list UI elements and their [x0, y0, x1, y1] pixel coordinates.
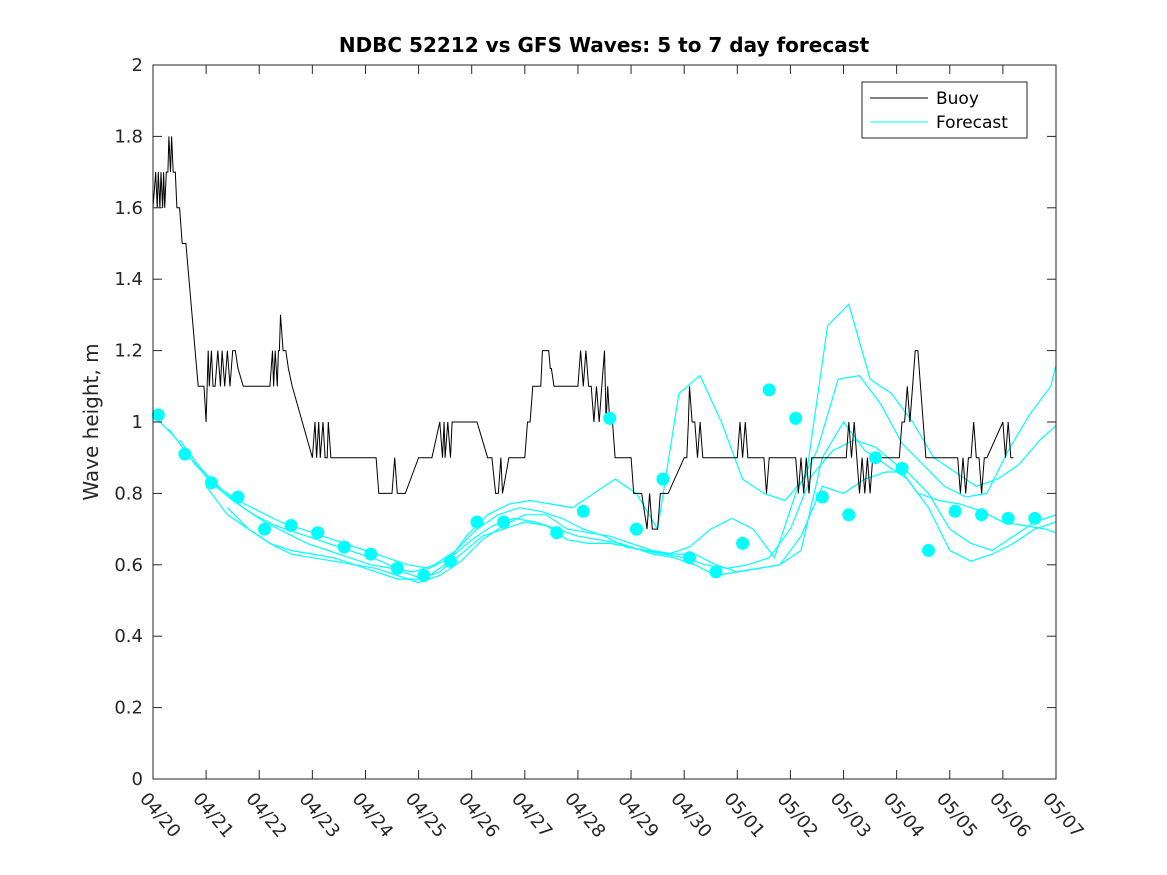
forecast-point: [390, 561, 404, 575]
forecast-point: [762, 383, 776, 397]
forecast-point: [231, 490, 245, 504]
y-tick-label: 0.4: [114, 626, 143, 647]
y-tick-label: 1.2: [114, 341, 143, 362]
forecast-point: [895, 461, 909, 475]
chart-title: NDBC 52212 vs GFS Waves: 5 to 7 day fore…: [339, 33, 870, 57]
forecast-point: [922, 544, 935, 557]
forecast-point: [576, 504, 590, 518]
forecast-point: [497, 515, 511, 529]
y-tick-label: 0.2: [114, 698, 143, 719]
y-axis-ticks: 0 0.2 0.4 0.6 0.8 1 1.2 1.4 1.6 1.8 2: [114, 55, 1056, 790]
y-tick-label: 1.6: [114, 198, 143, 219]
forecast-lines: [152, 303, 1057, 584]
forecast-point: [948, 504, 962, 518]
forecast-point: [444, 554, 457, 568]
forecast-line-series-5: [205, 471, 1057, 580]
y-tick-label: 0: [132, 769, 143, 790]
forecast-point: [284, 519, 298, 532]
forecast-point: [417, 569, 431, 582]
legend-buoy-label: Buoy: [936, 89, 979, 109]
forecast-point: [868, 451, 882, 465]
forecast-markers: [151, 383, 1042, 582]
forecast-point: [178, 447, 192, 461]
legend-box: [861, 81, 1028, 139]
forecast-line-series-3: [168, 303, 1057, 580]
forecast-point: [656, 472, 670, 486]
y-tick-label: 1.8: [114, 126, 143, 147]
forecast-line-series-6: [226, 420, 1057, 584]
forecast-point: [629, 522, 643, 536]
forecast-point: [364, 547, 378, 561]
y-tick-label: 0.6: [114, 555, 143, 576]
y-tick-label: 1: [132, 412, 143, 433]
buoy-line: [152, 136, 1014, 530]
forecast-point: [470, 515, 484, 529]
y-tick-label: 0.8: [114, 483, 143, 504]
forecast-line-series-4: [179, 364, 1057, 573]
y-axis-label: Wave height, m: [79, 343, 103, 500]
forecast-point: [683, 551, 696, 565]
forecast-point: [1001, 511, 1015, 525]
legend-forecast-label: Forecast: [936, 113, 1008, 133]
y-tick-label: 1.4: [114, 269, 143, 290]
forecast-point: [337, 540, 351, 554]
forecast-point: [258, 522, 271, 536]
forecast-point: [842, 508, 856, 522]
forecast-point: [709, 565, 723, 579]
legend: Buoy Forecast: [861, 81, 1028, 139]
forecast-point: [815, 490, 829, 504]
forecast-point: [311, 526, 325, 540]
buoy-series-line: [152, 136, 1014, 530]
forecast-point: [204, 476, 218, 490]
y-tick-label: 2: [132, 55, 143, 76]
forecast-point: [736, 536, 750, 550]
forecast-point: [1028, 511, 1042, 525]
forecast-point: [789, 411, 803, 425]
forecast-point: [975, 508, 989, 522]
forecast-point: [550, 526, 564, 540]
forecast-point: [603, 411, 617, 425]
forecast-point: [151, 408, 165, 422]
